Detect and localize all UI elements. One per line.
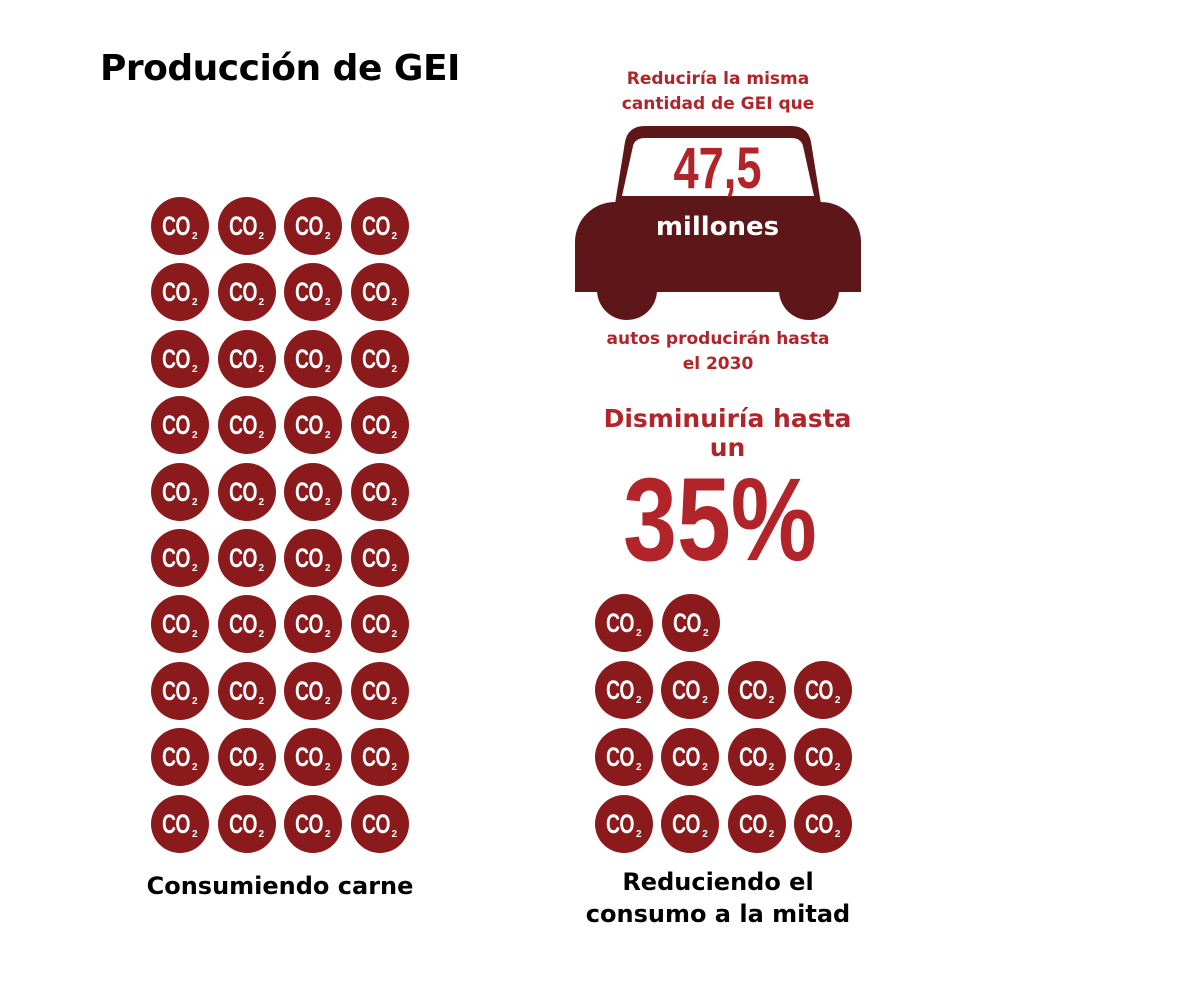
co2-icon: CO 2 <box>350 197 409 255</box>
co2-icon: CO 2 <box>350 329 409 388</box>
co2-icon: CO 2 <box>661 728 720 786</box>
co2-icon: CO 2 <box>284 529 342 587</box>
co2-icon: CO 2 <box>662 594 720 652</box>
co2-icon: CO 2 <box>284 396 342 455</box>
co2-icon: CO 2 <box>284 263 342 322</box>
co2-icon: CO 2 <box>661 661 720 719</box>
car-bottom-line1: autos producirán hasta <box>606 329 830 349</box>
co2-icon: CO 2 <box>151 263 209 322</box>
co2-icon: CO 2 <box>661 795 720 853</box>
co2-icon: CO 2 <box>217 661 276 720</box>
right-caption-line2: consumo a la mitad <box>585 900 851 928</box>
reduction-percent: 35% <box>623 454 817 586</box>
co2-icon: CO 2 <box>595 661 653 719</box>
car-bottom-text: autos producirán hasta el 2030 <box>600 327 836 377</box>
co2-icon: CO 2 <box>284 728 342 787</box>
reduction-lead: Disminuiría hasta un <box>603 404 852 462</box>
co2-icon: CO 2 <box>217 728 276 787</box>
right-caption-line1: Reduciendo el <box>622 868 814 896</box>
co2-icon: CO 2 <box>350 661 409 720</box>
co2-icon: CO 2 <box>217 263 276 322</box>
left-caption: Consumiendo carne <box>146 872 414 900</box>
car-top-text: Reduciría la misma cantidad de GEI que <box>600 67 836 117</box>
co2-icon: CO 2 <box>350 462 409 521</box>
co2-icon: CO 2 <box>284 329 342 388</box>
co2-icon: CO 2 <box>727 661 786 719</box>
co2-icon: CO 2 <box>151 661 209 720</box>
co2-icon: CO 2 <box>284 595 342 654</box>
car-icon <box>575 126 861 320</box>
co2-icon: CO 2 <box>727 795 786 853</box>
co2-icon: CO 2 <box>151 396 209 455</box>
co2-icon: CO 2 <box>350 263 409 322</box>
car-bottom-line2: el 2030 <box>682 354 754 374</box>
co2-icon: CO 2 <box>151 529 209 587</box>
co2-icon: CO 2 <box>151 595 209 654</box>
co2-icon: CO 2 <box>350 396 409 455</box>
co2-icon: CO 2 <box>595 594 653 652</box>
car-top-line1: Reduciría la misma <box>626 69 810 89</box>
car-top-line2: cantidad de GEI que <box>621 94 815 114</box>
co2-icon: CO 2 <box>727 728 786 786</box>
co2-icon: CO 2 <box>284 197 342 255</box>
co2-icon: CO 2 <box>350 728 409 787</box>
co2-icon: CO 2 <box>284 462 342 521</box>
co2-icon: CO 2 <box>151 329 209 388</box>
page-title: Producción de GEI <box>100 48 460 89</box>
co2-icon: CO 2 <box>284 794 342 853</box>
co2-icon: CO 2 <box>217 529 276 587</box>
co2-icon: CO 2 <box>151 462 209 521</box>
car-number: 47,5 <box>673 136 762 201</box>
co2-icon: CO 2 <box>217 794 276 853</box>
co2-icon: CO 2 <box>217 329 276 388</box>
co2-icon: CO 2 <box>217 396 276 455</box>
co2-icon: CO 2 <box>350 595 409 654</box>
co2-icon: CO 2 <box>151 197 209 255</box>
co2-icon: CO 2 <box>595 795 653 853</box>
co2-icon: CO 2 <box>793 795 852 853</box>
co2-icon: CO 2 <box>793 728 852 786</box>
co2-icon: CO 2 <box>350 529 409 587</box>
co2-icon: CO 2 <box>151 728 209 787</box>
co2-icon: CO 2 <box>217 595 276 654</box>
co2-icon: CO 2 <box>217 197 276 255</box>
co2-icon: CO 2 <box>151 794 209 853</box>
car-unit: millones <box>655 212 780 242</box>
co2-icon: CO 2 <box>284 661 342 720</box>
co2-icon: CO 2 <box>217 462 276 521</box>
co2-icon: CO 2 <box>595 728 653 786</box>
co2-icon: CO 2 <box>793 661 852 719</box>
co2-icon: CO 2 <box>350 794 409 853</box>
right-caption: Reduciendo el consumo a la mitad <box>568 866 868 930</box>
